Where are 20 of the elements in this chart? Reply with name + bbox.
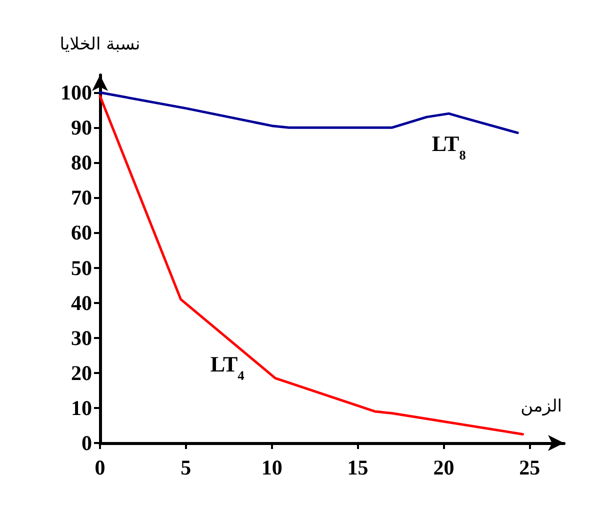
y-tick-label: 80 (71, 150, 92, 175)
y-tick-label: 10 (71, 396, 92, 420)
y-axis-title: نسبة الخلايا (60, 34, 140, 54)
x-tick-label: 20 (433, 456, 454, 480)
x-tick-label: 5 (180, 456, 192, 480)
y-tick-label: 20 (71, 360, 92, 385)
y-tick-label: 90 (71, 116, 92, 140)
x-axis-title: الزمن (520, 396, 562, 416)
x-tick-label: 10 (261, 456, 282, 480)
y-tick-label: 40 (71, 290, 92, 315)
x-tick-label: 15 (347, 456, 368, 480)
y-tick-label: 50 (71, 256, 92, 280)
y-tick-label: 60 (71, 220, 92, 245)
y-tick-label: 30 (71, 326, 92, 350)
series-label: LT₈ (432, 131, 466, 160)
y-tick-label: 100 (60, 80, 92, 105)
y-tick-label: 70 (71, 186, 92, 210)
series-label: LT₄ (210, 352, 245, 381)
x-tick-label: 25 (519, 456, 540, 480)
y-tick-label: 0 (82, 431, 92, 455)
